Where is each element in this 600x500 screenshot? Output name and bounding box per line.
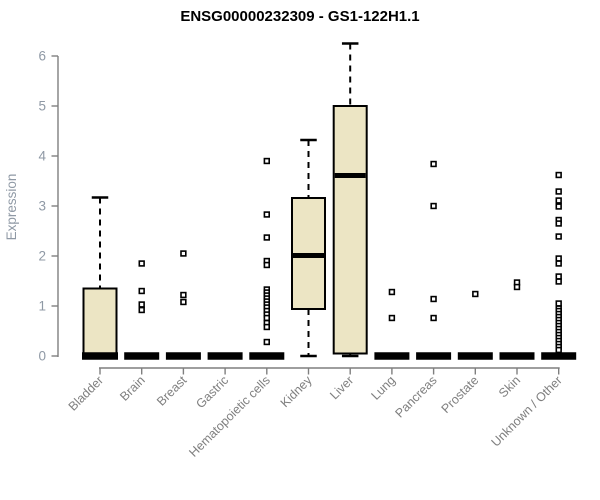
y-tick-label: 0 [38, 349, 46, 364]
y-tick-label: 6 [38, 49, 46, 64]
outlier-point [263, 338, 270, 346]
y-tick-label: 1 [38, 299, 46, 314]
x-tick-label: Breast [154, 373, 190, 409]
zero-bar [165, 352, 201, 360]
outlier-point [472, 290, 479, 298]
outlier-point [555, 188, 562, 195]
outlier-point [555, 260, 562, 267]
box [332, 105, 368, 355]
y-tick-label: 4 [38, 149, 46, 164]
outlier-point [555, 255, 562, 262]
x-tick-label: Kidney [278, 373, 315, 410]
x-tick-label: Gastric [193, 373, 231, 411]
outlier-point [180, 291, 187, 299]
outlier-point [263, 234, 270, 241]
y-tick-label: 2 [38, 249, 46, 264]
outlier-point [180, 250, 187, 257]
median-line [293, 253, 324, 258]
x-tick-label: Hematopoietic cells [186, 373, 273, 460]
outlier-point [263, 211, 270, 218]
outlier-point [555, 346, 562, 354]
x-tick-label: Pancreas [392, 373, 439, 420]
outlier-point [263, 157, 270, 165]
outlier-point [555, 220, 562, 227]
outlier-point [555, 233, 562, 240]
outlier-point [555, 197, 562, 204]
median-line [82, 352, 118, 360]
chart-title: ENSG00000232309 - GS1-122H1.1 [180, 8, 420, 25]
outlier-point [555, 278, 562, 285]
outlier-point [430, 160, 437, 168]
x-tick-label: Prostate [439, 373, 482, 416]
outlier-point [513, 283, 521, 291]
outlier-point [138, 301, 145, 308]
outlier-point [263, 323, 270, 331]
zero-bar [541, 352, 577, 360]
x-tick-label: Liver [327, 373, 356, 402]
outlier-point [263, 261, 270, 269]
zero-bar [207, 352, 243, 360]
outlier-point [430, 314, 437, 322]
x-tick-label: Brain [117, 373, 148, 404]
zero-bar [457, 352, 493, 360]
x-tick-label: Skin [496, 373, 523, 400]
outlier-point [138, 287, 145, 295]
outlier-point [138, 260, 145, 267]
x-tick-label: Bladder [66, 373, 106, 413]
outlier-point [430, 295, 437, 303]
outlier-point [180, 298, 187, 306]
outlier-point [555, 171, 562, 179]
y-tick-label: 5 [38, 99, 46, 114]
outlier-point [388, 288, 396, 296]
outlier-point [555, 203, 562, 210]
outlier-point [555, 273, 562, 280]
zero-bar [499, 352, 535, 360]
zero-bar [374, 352, 410, 360]
box [82, 287, 118, 357]
y-tick-label: 3 [38, 199, 46, 214]
median-line [334, 173, 366, 178]
outlier-point [555, 300, 562, 307]
zero-bar [416, 352, 452, 360]
x-tick-label: Unknown / Other [489, 373, 565, 449]
outlier-point [263, 314, 270, 322]
zero-bar [249, 352, 285, 360]
outlier-point [430, 202, 437, 210]
outlier-point [138, 306, 145, 314]
x-tick-label: Lung [368, 373, 398, 403]
zero-bar [124, 352, 160, 360]
outlier-point [388, 314, 396, 322]
